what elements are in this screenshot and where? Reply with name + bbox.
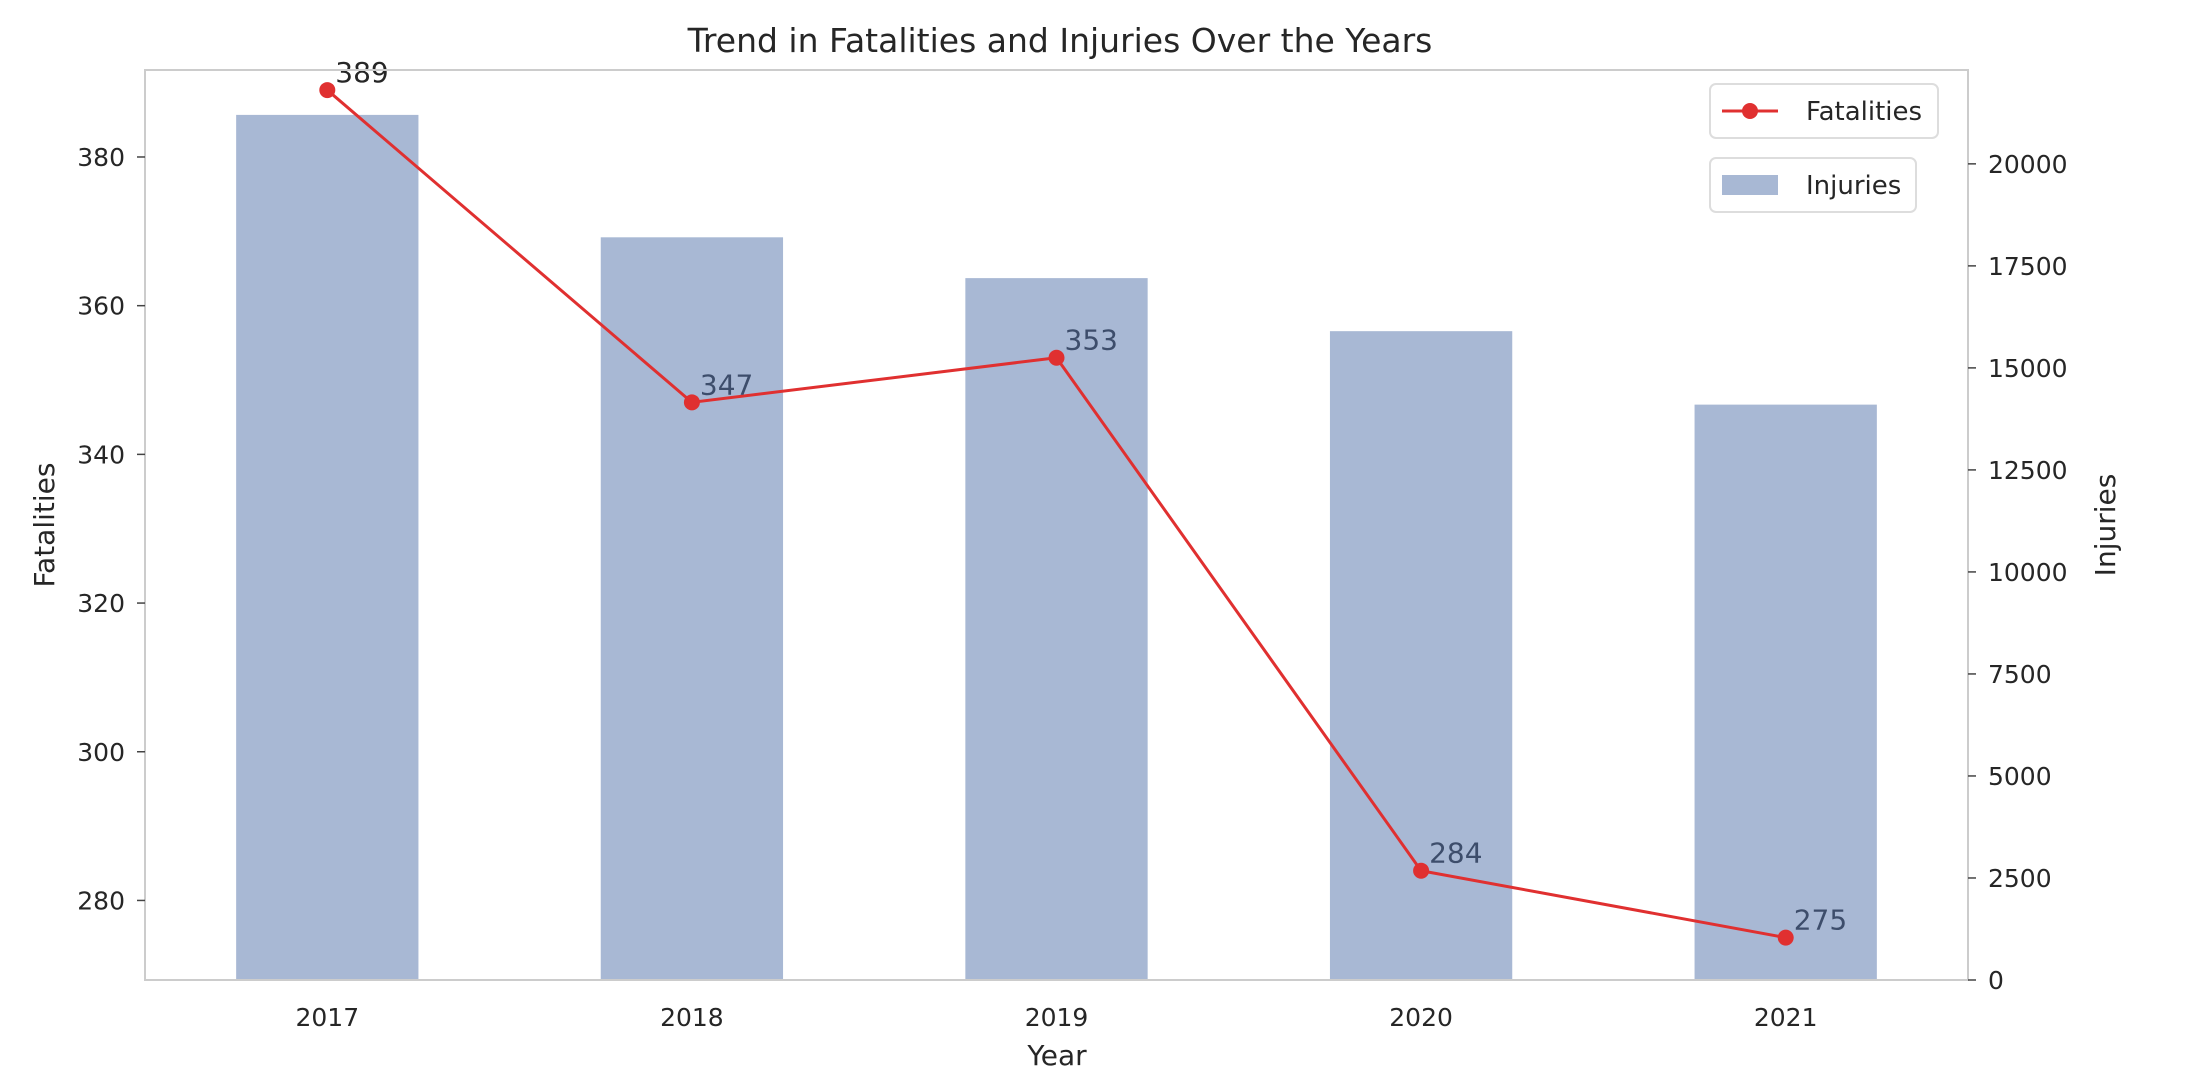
legend-bar-swatch xyxy=(1722,175,1778,195)
left-tick-label: 360 xyxy=(77,292,125,321)
data-label-fatalities-2021: 275 xyxy=(1794,904,1847,937)
data-label-fatalities-2018: 347 xyxy=(700,368,753,401)
x-tick-label: 2017 xyxy=(295,1003,359,1032)
right-axis-ticks: 0 2500 5000 7500 10000 12500 15000 17500 20000 xyxy=(1968,150,2068,995)
x-axis-label: Year xyxy=(1026,1039,1087,1072)
x-axis-ticks: 2017 2018 2019 2020 2021 xyxy=(295,1003,1817,1032)
point-fatalities-2018[interactable] xyxy=(683,394,700,411)
x-tick-label: 2021 xyxy=(1754,1003,1818,1032)
left-axis-ticks: 280 300 320 340 360 380 xyxy=(77,143,145,915)
left-tick-label: 340 xyxy=(77,440,125,469)
right-tick-label: 2500 xyxy=(1988,864,2052,893)
y-axis-label-right: Injuries xyxy=(2089,474,2122,577)
point-fatalities-2021[interactable] xyxy=(1777,929,1794,946)
x-tick-label: 2018 xyxy=(660,1003,724,1032)
legend-label-fatalities: Fatalities xyxy=(1806,97,1922,127)
left-tick-label: 320 xyxy=(77,589,125,618)
right-tick-label: 12500 xyxy=(1988,456,2068,485)
left-tick-label: 280 xyxy=(77,886,125,915)
left-tick-label: 380 xyxy=(77,143,125,172)
data-label-fatalities-2019: 353 xyxy=(1065,324,1118,357)
chart-title: Trend in Fatalities and Injuries Over th… xyxy=(687,21,1433,60)
bar-injuries-2018[interactable] xyxy=(600,237,784,980)
data-label-fatalities-2020: 284 xyxy=(1429,837,1482,870)
line-layer xyxy=(319,82,1794,946)
right-tick-label: 10000 xyxy=(1988,558,2068,587)
legend-entry-bar[interactable]: Injuries xyxy=(1709,157,1917,213)
legend-line-marker xyxy=(1742,103,1758,119)
right-tick-label: 17500 xyxy=(1988,252,2068,281)
labels-layer: 389 347 353 284 275 xyxy=(335,56,1847,937)
legend: Fatalities Injuries xyxy=(1709,83,1939,213)
bar-injuries-2017[interactable] xyxy=(236,114,419,981)
bar-injuries-2019[interactable] xyxy=(965,278,1148,980)
point-fatalities-2020[interactable] xyxy=(1413,862,1430,879)
bar-injuries-2021[interactable] xyxy=(1694,404,1877,980)
legend-box-bar xyxy=(1709,157,1917,213)
legend-label-injuries: Injuries xyxy=(1806,171,1901,201)
y-axis-label-left: Fatalities xyxy=(28,463,61,588)
legend-entry-line[interactable]: Fatalities xyxy=(1709,83,1939,139)
plot-frame xyxy=(144,69,1969,981)
x-tick-label: 2019 xyxy=(1025,1003,1089,1032)
x-tick-label: 2020 xyxy=(1389,1003,1453,1032)
left-tick-label: 300 xyxy=(77,738,125,767)
legend-box-line xyxy=(1709,83,1939,139)
right-tick-label: 7500 xyxy=(1988,660,2052,689)
point-fatalities-2019[interactable] xyxy=(1048,349,1065,366)
right-tick-label: 20000 xyxy=(1988,150,2068,179)
data-label-fatalities-2017: 389 xyxy=(335,56,388,89)
right-tick-label: 5000 xyxy=(1988,762,2052,791)
right-tick-label: 15000 xyxy=(1988,354,2068,383)
right-tick-label: 0 xyxy=(1988,966,2004,995)
point-fatalities-2017[interactable] xyxy=(319,82,336,99)
